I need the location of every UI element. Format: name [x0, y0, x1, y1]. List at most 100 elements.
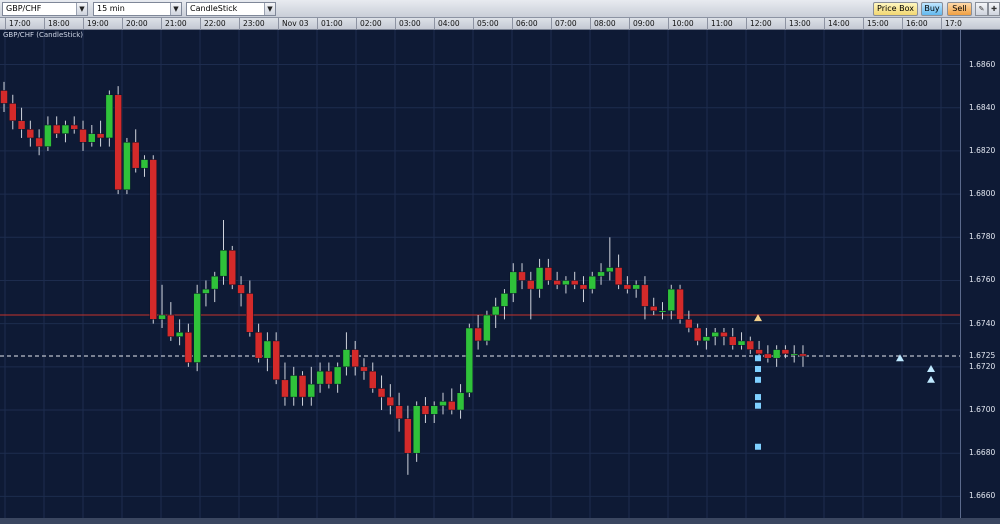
chart-toolbar: GBP/CHF ▼ 15 min ▼ CandleStick ▼ Price Box …: [0, 0, 1000, 18]
candle: [307, 383, 316, 398]
price-label: 1.6800: [969, 189, 996, 199]
timeframe-select[interactable]: 15 min ▼: [93, 2, 182, 16]
candle: [676, 288, 684, 320]
candle: [369, 370, 377, 389]
candle: [210, 275, 219, 290]
candle: [184, 332, 193, 363]
crosshair-icon[interactable]: ✚: [988, 2, 1000, 16]
time-label: 03:00: [395, 18, 421, 30]
time-label: 01:00: [317, 18, 343, 30]
price-label: 1.6820: [969, 145, 996, 155]
candle: [193, 293, 201, 363]
marker-arrow-up: [896, 354, 904, 362]
time-label: 14:00: [824, 18, 850, 30]
candle: [377, 388, 386, 398]
candle: [702, 336, 711, 342]
price-box-button[interactable]: Price Box: [873, 2, 918, 16]
time-axis: 17:00 18:00 19:00 20:00 21:00 22:00 23:00 Nov 0…: [0, 18, 1000, 30]
candle: [658, 310, 667, 313]
price-label: 1.6840: [969, 102, 996, 112]
time-label: 04:00: [434, 18, 460, 30]
marker-arrow-up: [927, 365, 935, 373]
candle: [386, 396, 395, 406]
time-label: 20:00: [122, 18, 148, 30]
candle: [333, 366, 342, 385]
candle: [298, 375, 307, 398]
candle: [219, 249, 228, 277]
candle: [518, 271, 526, 281]
marker-arrow: [754, 314, 762, 322]
time-label: 22:00: [200, 18, 226, 30]
candle: [448, 401, 456, 411]
chart-style-value: CandleStick: [190, 4, 238, 13]
buy-button[interactable]: Buy: [921, 2, 943, 16]
price-label: 1.6660: [969, 491, 996, 501]
price-label: 1.6760: [969, 275, 996, 285]
price-label: 1.6860: [969, 59, 996, 69]
candle: [79, 129, 87, 143]
candle: [711, 332, 719, 337]
timeframe-value: 15 min: [97, 4, 125, 13]
time-label: 17:0: [941, 18, 962, 30]
chart-background: [0, 30, 960, 518]
time-label: 18:00: [44, 18, 70, 30]
candle: [693, 327, 702, 342]
marker-square: [755, 366, 761, 373]
candle: [623, 284, 632, 290]
candle: [175, 332, 184, 337]
candle: [61, 124, 70, 134]
marker-arrow-up: [927, 375, 935, 383]
candle: [158, 314, 166, 320]
symbol-value: GBP/CHF: [6, 4, 42, 13]
chart-style-select[interactable]: CandleStick ▼: [186, 2, 276, 16]
candle: [728, 336, 737, 346]
chart-scrollbar[interactable]: [0, 518, 1000, 524]
chart-settings-icon[interactable]: ✎: [975, 2, 988, 16]
candle: [772, 349, 781, 359]
candle: [641, 284, 649, 307]
marker-square: [755, 402, 761, 409]
price-chart[interactable]: [0, 30, 960, 518]
time-label: 23:00: [239, 18, 265, 30]
time-label: 12:00: [746, 18, 772, 30]
candle: [491, 306, 500, 316]
candle: [228, 249, 237, 286]
chevron-down-icon[interactable]: ▼: [264, 3, 275, 15]
price-axis: [960, 30, 1000, 518]
price-label: 1.6680: [969, 448, 996, 458]
candle: [588, 275, 597, 290]
candle: [579, 284, 588, 290]
symbol-select[interactable]: GBP/CHF ▼: [2, 2, 88, 16]
candle: [781, 349, 790, 355]
candle: [764, 353, 772, 359]
time-label: 21:00: [161, 18, 187, 30]
candle: [96, 133, 105, 139]
candle: [562, 280, 570, 286]
candle: [35, 137, 43, 147]
candle: [439, 401, 447, 406]
candle: [289, 375, 298, 398]
candle: [544, 267, 553, 281]
chevron-down-icon[interactable]: ▼: [170, 3, 181, 15]
marker-square: [755, 394, 761, 401]
candle: [88, 133, 96, 143]
chevron-down-icon[interactable]: ▼: [76, 3, 87, 15]
candle: [395, 405, 403, 419]
candle: [404, 418, 412, 454]
candle: [105, 94, 114, 139]
candle: [755, 349, 763, 355]
candle: [70, 124, 78, 130]
candle: [9, 103, 17, 121]
sell-button[interactable]: Sell: [947, 2, 972, 16]
candle: [483, 314, 491, 342]
candle: [123, 142, 131, 191]
candle: [17, 120, 26, 130]
candle: [167, 314, 175, 337]
time-label: 08:00: [590, 18, 616, 30]
candle: [114, 94, 122, 191]
candle: [799, 353, 807, 357]
candle: [430, 405, 438, 415]
candle: [790, 353, 798, 356]
candle: [509, 271, 517, 294]
candle: [412, 405, 421, 454]
